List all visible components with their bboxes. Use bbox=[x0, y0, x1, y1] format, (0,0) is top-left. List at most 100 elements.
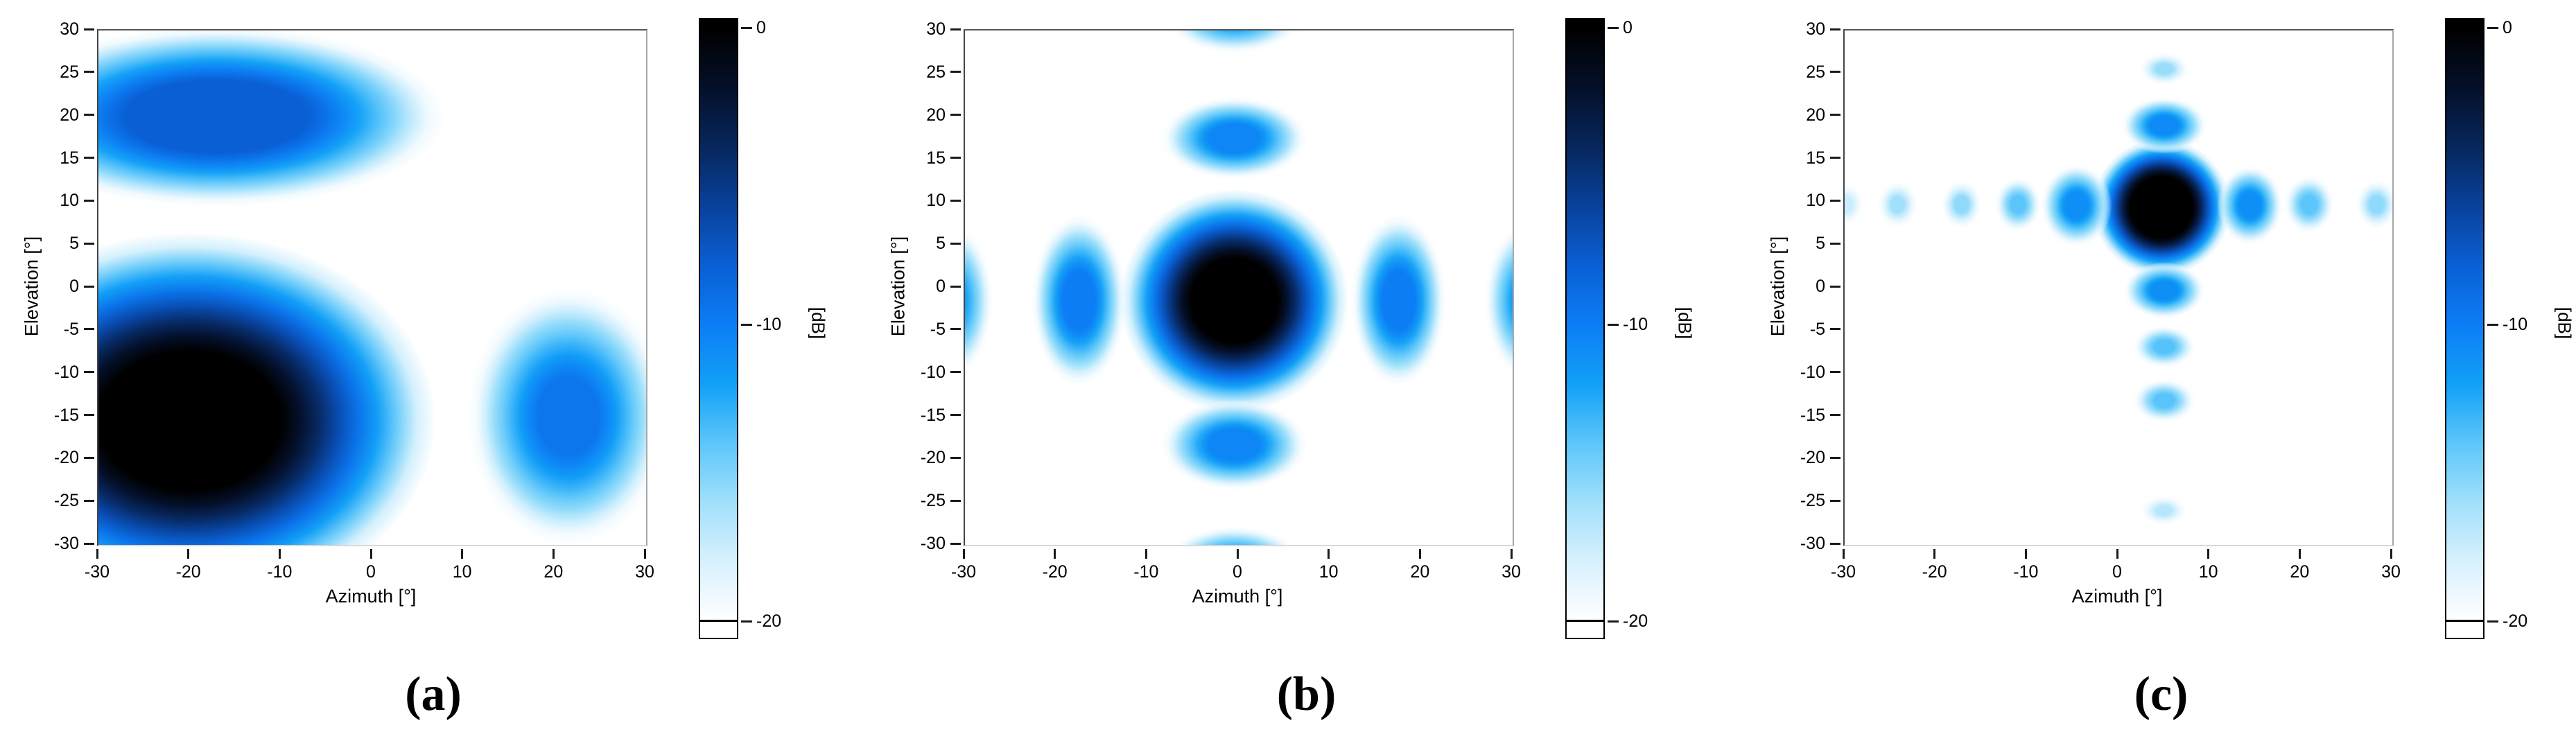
x-tick-label: 10 bbox=[1319, 562, 1339, 582]
y-tick-label: -15 bbox=[1800, 405, 1825, 425]
y-tick-mark bbox=[950, 499, 961, 502]
beam-lobe bbox=[2091, 138, 2231, 276]
x-tick-mark bbox=[1054, 549, 1056, 559]
x-tick-mark bbox=[643, 549, 646, 559]
y-tick-mark bbox=[950, 157, 961, 159]
y-tick-mark bbox=[1830, 499, 1840, 502]
y-tick-label: 10 bbox=[60, 191, 79, 211]
x-tick-mark bbox=[278, 549, 281, 559]
colorbar bbox=[2445, 18, 2484, 639]
beam-lobe bbox=[1484, 223, 1513, 378]
x-tick-label: 10 bbox=[2198, 562, 2218, 582]
y-tick-label: 15 bbox=[1806, 148, 1825, 168]
y-tick-label: 25 bbox=[926, 62, 946, 82]
beam-lobe bbox=[1877, 180, 1919, 229]
y-tick-label: -5 bbox=[63, 319, 79, 339]
colorbar-tick-label: -10 bbox=[1623, 315, 1648, 334]
x-tick-label: 0 bbox=[1233, 562, 1242, 582]
colorbar bbox=[699, 18, 738, 639]
y-tick-label: 5 bbox=[936, 234, 946, 254]
x-tick-mark bbox=[2298, 549, 2301, 559]
beam-lobe bbox=[2217, 166, 2283, 245]
y-tick-label: -25 bbox=[53, 491, 79, 511]
y-tick-label: 5 bbox=[69, 234, 79, 254]
beam-lobe bbox=[2139, 495, 2189, 526]
colorbar-unit-label: [dB] bbox=[2554, 306, 2575, 340]
y-tick-label: 15 bbox=[60, 148, 79, 168]
y-tick-label: 0 bbox=[936, 277, 946, 296]
y-tick-label: -20 bbox=[920, 448, 946, 468]
y-tick-mark bbox=[950, 28, 961, 31]
y-tick-mark bbox=[1830, 28, 1840, 31]
y-tick-label: 5 bbox=[1816, 234, 1825, 254]
x-tick-label: -20 bbox=[175, 562, 201, 582]
beam-lobe bbox=[98, 31, 446, 207]
beam-lobe bbox=[1845, 181, 1866, 228]
colorbar-tick-label: -10 bbox=[2503, 315, 2528, 334]
colorbar-tick-label: 0 bbox=[2503, 18, 2512, 37]
colorbar-tick-label: -20 bbox=[756, 611, 782, 631]
y-tick-mark bbox=[1830, 157, 1840, 159]
beam-lobe bbox=[1994, 177, 2042, 232]
x-tick-label: -30 bbox=[84, 562, 110, 582]
colorbar-tick-mark bbox=[2487, 323, 2498, 326]
beam-lobe bbox=[2132, 325, 2196, 369]
colorbar bbox=[1565, 18, 1605, 639]
y-tick-mark bbox=[84, 328, 94, 331]
x-tick-mark bbox=[962, 549, 965, 559]
y-tick-label: 25 bbox=[60, 62, 79, 82]
colorbar-gradient bbox=[2446, 19, 2483, 638]
y-tick-label: 30 bbox=[60, 19, 79, 39]
colorbar-tick-label: -10 bbox=[756, 315, 782, 334]
x-tick-mark bbox=[187, 549, 190, 559]
beam-lobe bbox=[1120, 189, 1348, 412]
y-tick-mark bbox=[84, 285, 94, 288]
beam-lobe bbox=[2283, 175, 2335, 234]
x-tick-label: -10 bbox=[1133, 562, 1159, 582]
beam-lobe bbox=[1032, 214, 1127, 387]
colorbar-tick-mark bbox=[2487, 26, 2498, 29]
colorbar-tick-mark bbox=[741, 620, 752, 623]
beam-lobe bbox=[2132, 379, 2196, 424]
beam-lobe bbox=[2121, 97, 2207, 155]
x-tick-label: -10 bbox=[267, 562, 293, 582]
x-tick-mark bbox=[1236, 549, 1239, 559]
y-tick-mark bbox=[950, 456, 961, 459]
y-tick-mark bbox=[1830, 328, 1840, 331]
y-tick-mark bbox=[950, 542, 961, 545]
x-tick-mark bbox=[1933, 549, 1936, 559]
beam-lobe bbox=[1165, 31, 1303, 54]
x-tick-mark bbox=[1842, 549, 1845, 559]
beam-lobe bbox=[1161, 97, 1307, 180]
y-tick-label: 10 bbox=[926, 191, 946, 211]
x-tick-label: 30 bbox=[635, 562, 654, 582]
y-tick-mark bbox=[1830, 114, 1840, 116]
beam-lobe bbox=[2123, 261, 2206, 319]
y-tick-mark bbox=[84, 28, 94, 31]
y-tick-label: 20 bbox=[60, 105, 79, 125]
colorbar-tick-mark bbox=[1608, 620, 1619, 623]
beam-pattern-panel-b: Elevation [°] Azimuth [°] [dB] (b) 30 25 2… bbox=[867, 0, 1746, 748]
x-tick-mark bbox=[1145, 549, 1147, 559]
y-tick-label: 10 bbox=[1806, 191, 1825, 211]
x-axis-label: Azimuth [°] bbox=[325, 586, 417, 607]
panel-caption: (a) bbox=[405, 668, 462, 721]
beam-lobe bbox=[98, 232, 437, 545]
colorbar-tick-label: 0 bbox=[1623, 18, 1633, 37]
y-tick-label: 15 bbox=[926, 148, 946, 168]
y-tick-mark bbox=[950, 371, 961, 374]
y-tick-label: -15 bbox=[920, 405, 946, 425]
beam-pattern-panel-c: Elevation [°] Azimuth [°] [dB] (c) 30 25 2… bbox=[1746, 0, 2576, 748]
y-tick-mark bbox=[84, 499, 94, 502]
x-tick-label: -20 bbox=[1922, 562, 1947, 582]
x-tick-mark bbox=[552, 549, 555, 559]
y-tick-label: -30 bbox=[920, 534, 946, 553]
y-tick-mark bbox=[84, 157, 94, 159]
beam-lobe bbox=[1165, 525, 1303, 545]
x-tick-mark bbox=[1328, 549, 1330, 559]
y-tick-mark bbox=[84, 542, 94, 545]
y-tick-mark bbox=[84, 414, 94, 416]
colorbar-clim-line bbox=[2446, 620, 2483, 622]
y-tick-label: -15 bbox=[53, 405, 79, 425]
